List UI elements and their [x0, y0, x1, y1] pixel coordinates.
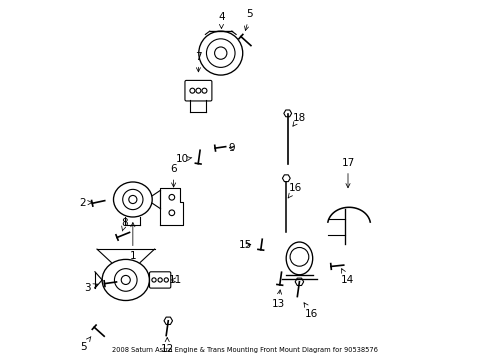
- Text: 11: 11: [168, 275, 182, 285]
- Text: 8: 8: [121, 218, 128, 231]
- Text: 12: 12: [160, 338, 174, 355]
- Text: 16: 16: [304, 303, 318, 319]
- Text: 1: 1: [129, 222, 136, 261]
- Text: 6: 6: [170, 165, 177, 187]
- Text: 13: 13: [271, 290, 284, 309]
- Text: 3: 3: [84, 283, 98, 293]
- Text: 2: 2: [79, 198, 92, 208]
- Text: 15: 15: [238, 239, 251, 249]
- Text: 5: 5: [80, 337, 91, 352]
- Text: 9: 9: [228, 143, 235, 153]
- Text: 4: 4: [218, 12, 224, 28]
- Text: 2008 Saturn Astra Engine & Trans Mounting Front Mount Diagram for 90538576: 2008 Saturn Astra Engine & Trans Mountin…: [111, 347, 377, 353]
- Text: 5: 5: [244, 9, 253, 31]
- Text: 17: 17: [341, 158, 354, 188]
- Text: 7: 7: [195, 51, 202, 72]
- Text: 14: 14: [340, 269, 353, 285]
- Text: 16: 16: [287, 183, 302, 198]
- Text: 18: 18: [292, 113, 305, 126]
- Text: 10: 10: [176, 154, 191, 165]
